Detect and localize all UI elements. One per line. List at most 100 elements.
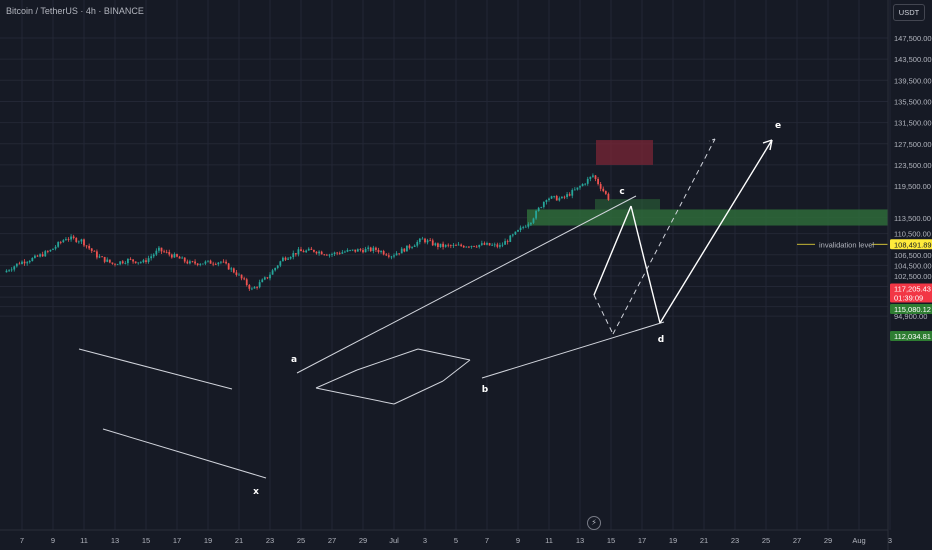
candle-body <box>13 266 16 270</box>
time-tick-label: 7 <box>485 536 489 545</box>
candle-body <box>455 245 457 246</box>
currency-button[interactable]: USDT <box>893 4 925 21</box>
wave-label-a: a <box>291 355 297 365</box>
candle-body <box>170 254 173 258</box>
box-line <box>315 387 395 405</box>
candle-body <box>429 240 432 242</box>
candle-body <box>424 238 426 243</box>
price-tick-label: 127,500.00 <box>894 140 932 149</box>
candle-body <box>253 287 256 289</box>
candle-body <box>34 255 36 258</box>
wedge-upper-line <box>296 195 637 374</box>
candle-body <box>142 260 145 263</box>
candle-body <box>338 253 341 254</box>
time-tick-label: 25 <box>297 536 305 545</box>
current-price-tag-text: 117,205.43 <box>894 285 931 294</box>
candle-body <box>584 183 587 185</box>
candle-body <box>504 241 506 245</box>
candle-body <box>248 285 251 289</box>
alt-path-dashed <box>708 138 716 142</box>
candle-body <box>372 247 375 251</box>
zone-bottom-tag-text: 112,034.81 <box>894 332 931 341</box>
time-tick-label: 7 <box>20 536 24 545</box>
candle-body <box>240 274 243 279</box>
candle-body <box>256 287 258 288</box>
candle-body <box>418 238 421 242</box>
time-tick-label: Jul <box>389 536 399 545</box>
candle-body <box>553 195 556 197</box>
candle-body <box>217 262 220 265</box>
candle-body <box>385 254 388 256</box>
time-tick-label: 13 <box>111 536 119 545</box>
candle-body <box>116 264 119 266</box>
time-tick-label: 17 <box>173 536 181 545</box>
candle-body <box>555 195 558 201</box>
candle-body <box>491 244 494 246</box>
price-tick-label: 104,500.00 <box>894 261 932 270</box>
alt-path-dashed <box>593 294 614 335</box>
candle-body <box>201 263 204 265</box>
candle-body <box>209 260 212 264</box>
candle-body <box>222 261 225 263</box>
candle-body <box>310 248 313 250</box>
candle-body <box>527 224 530 227</box>
green-support-zone <box>527 209 888 226</box>
red-target-box <box>596 140 653 165</box>
price-tick-label: 94,900.00 <box>894 312 927 321</box>
candle-body <box>457 244 460 246</box>
candle-body <box>150 256 153 259</box>
candle-body <box>103 256 106 262</box>
candle-body <box>537 207 540 211</box>
candle-body <box>444 244 447 247</box>
candle-body <box>145 260 147 262</box>
price-tick-label: 102,500.00 <box>894 272 932 281</box>
candle-body <box>576 187 579 190</box>
candle-body <box>5 270 8 273</box>
box-line <box>393 380 444 405</box>
candle-body <box>393 255 395 257</box>
candle-body <box>8 270 10 272</box>
candle-body <box>21 261 23 265</box>
candle-body <box>434 243 437 246</box>
lightning-icon[interactable]: ⚡ <box>587 516 601 530</box>
candle-body <box>114 263 116 265</box>
candle-body <box>10 269 13 271</box>
time-tick-label: 15 <box>142 536 150 545</box>
candle-body <box>602 188 605 192</box>
candle-body <box>261 279 264 283</box>
candle-body <box>403 248 406 252</box>
candle-body <box>214 263 217 265</box>
price-tick-label: 113,500.00 <box>894 214 931 223</box>
channel-lower-line <box>102 428 267 479</box>
zone-bottom-tag: 112,034.81 <box>890 331 932 341</box>
candle-body <box>421 238 424 240</box>
candle-body <box>294 253 297 255</box>
candle-body <box>563 196 566 198</box>
candle-body <box>313 249 315 252</box>
candle-body <box>486 243 488 245</box>
candle-body <box>351 249 354 251</box>
candle-body <box>85 245 88 247</box>
candle-body <box>328 254 331 256</box>
candle-body <box>266 277 269 279</box>
candle-body <box>442 243 444 247</box>
time-tick-label: 23 <box>266 536 274 545</box>
wave-d-leg <box>630 205 661 324</box>
time-tick-label: 3 <box>888 536 892 545</box>
candle-body <box>57 242 60 247</box>
candle-body <box>468 246 470 248</box>
wave-labels: x a b c d e <box>253 121 781 497</box>
symbol-header[interactable]: Bitcoin / TetherUS · 4h · BINANCE <box>6 6 144 16</box>
time-tick-label: 17 <box>638 536 646 545</box>
candle-body <box>333 252 336 255</box>
channel-upper-line <box>78 348 233 390</box>
candle-body <box>449 245 452 247</box>
candle-body <box>460 244 463 246</box>
candle-body <box>367 247 370 249</box>
candle-body <box>315 251 318 254</box>
candle-body <box>297 249 300 255</box>
candle-body <box>462 245 465 248</box>
candle-body <box>579 186 581 188</box>
